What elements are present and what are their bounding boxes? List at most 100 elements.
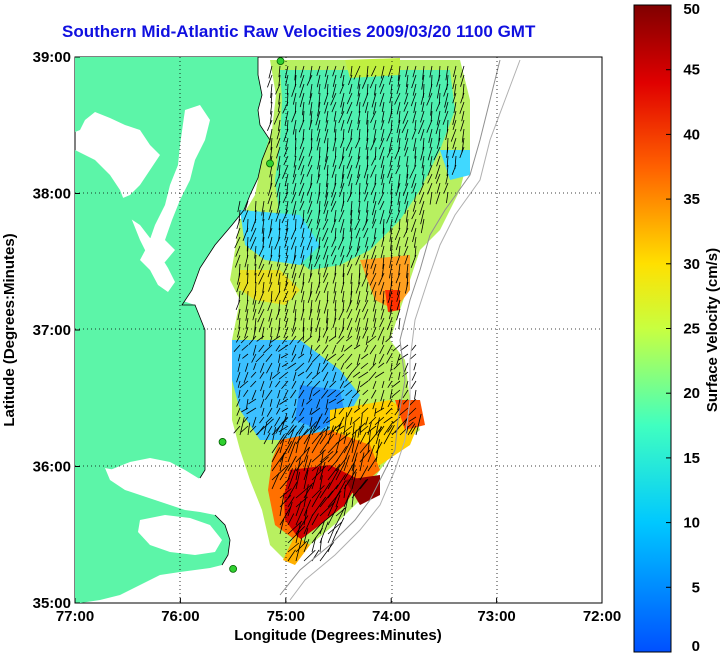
velocity-arrow bbox=[287, 513, 295, 526]
velocity-arrow bbox=[386, 344, 393, 355]
velocity-arrow bbox=[281, 407, 289, 412]
velocity-arrow bbox=[331, 182, 337, 198]
velocity-arrow bbox=[398, 371, 401, 380]
velocity-arrow bbox=[382, 254, 385, 270]
velocity-arrow bbox=[345, 389, 353, 396]
velocity-arrow bbox=[276, 398, 281, 409]
velocity-arrow bbox=[390, 182, 393, 195]
velocity-arrow bbox=[237, 362, 241, 372]
velocity-arrow bbox=[257, 308, 265, 323]
velocity-arrow bbox=[283, 155, 289, 166]
station-marker bbox=[266, 159, 274, 168]
velocity-arrow bbox=[319, 146, 321, 158]
velocity-arrow bbox=[315, 227, 321, 242]
velocity-arrow bbox=[361, 74, 369, 89]
velocity-arrow bbox=[370, 137, 377, 151]
velocity-arrow bbox=[309, 344, 313, 355]
velocity-arrow bbox=[361, 407, 369, 414]
velocity-arrow bbox=[268, 308, 273, 322]
velocity-arrow bbox=[306, 380, 313, 387]
velocity-arrow bbox=[246, 263, 249, 276]
velocity-arrow bbox=[332, 155, 337, 168]
velocity-arrow bbox=[316, 191, 321, 204]
velocity-arrow bbox=[327, 523, 337, 544]
velocity-arrow bbox=[355, 227, 361, 239]
velocity-arrow bbox=[258, 272, 265, 285]
velocity-arrow bbox=[268, 281, 273, 292]
velocity-arrow bbox=[348, 236, 353, 250]
velocity-arrow bbox=[298, 155, 305, 170]
velocity-arrow bbox=[435, 101, 441, 112]
velocity-arrow bbox=[430, 101, 433, 116]
velocity-arrow bbox=[257, 263, 265, 277]
velocity-arrow bbox=[436, 83, 441, 99]
x-tick-label: 74:00 bbox=[372, 608, 410, 625]
velocity-arrow bbox=[347, 308, 353, 319]
velocity-arrow bbox=[278, 74, 281, 87]
velocity-arrow bbox=[429, 137, 433, 149]
velocity-arrow bbox=[291, 407, 297, 418]
velocity-arrow bbox=[355, 299, 361, 311]
velocity-arrow bbox=[278, 65, 281, 78]
velocity-arrow bbox=[364, 191, 369, 202]
velocity-arrow bbox=[292, 92, 297, 105]
velocity-arrow bbox=[300, 191, 305, 203]
velocity-arrow bbox=[418, 119, 425, 135]
velocity-arrow bbox=[248, 398, 257, 405]
velocity-arrow bbox=[406, 164, 409, 179]
velocity-arrow bbox=[334, 308, 337, 322]
velocity-arrow bbox=[285, 245, 289, 257]
velocity-arrow bbox=[387, 398, 393, 408]
y-tick-label: 35:00 bbox=[33, 595, 71, 612]
velocity-arrow bbox=[335, 146, 337, 158]
velocity-arrow bbox=[275, 209, 281, 222]
velocity-arrow bbox=[446, 191, 449, 204]
velocity-arrow bbox=[395, 182, 401, 197]
velocity-arrow bbox=[401, 119, 409, 134]
velocity-arrow bbox=[323, 200, 329, 215]
velocity-arrow bbox=[413, 362, 417, 371]
velocity-arrow bbox=[356, 236, 361, 251]
velocity-arrow bbox=[382, 335, 385, 345]
velocity-arrow bbox=[318, 92, 321, 108]
velocity-arrow bbox=[367, 430, 371, 454]
velocity-arrow bbox=[341, 290, 345, 303]
velocity-arrow bbox=[313, 425, 321, 433]
velocity-arrow bbox=[336, 398, 345, 404]
velocity-arrow bbox=[383, 421, 394, 436]
velocity-arrow bbox=[319, 501, 336, 517]
velocity-arrow bbox=[295, 538, 303, 562]
velocity-arrow bbox=[374, 407, 385, 414]
velocity-arrow bbox=[306, 398, 313, 405]
velocity-arrow bbox=[300, 281, 305, 294]
velocity-arrow bbox=[331, 236, 337, 248]
velocity-arrow bbox=[365, 290, 369, 302]
velocity-arrow bbox=[340, 173, 345, 189]
velocity-arrow bbox=[390, 272, 393, 286]
velocity-arrow bbox=[260, 398, 265, 408]
velocity-arrow bbox=[345, 371, 353, 382]
velocity-arrow bbox=[334, 173, 337, 186]
velocity-arrow bbox=[343, 459, 357, 481]
velocity-arrow bbox=[251, 218, 257, 232]
velocity-arrow bbox=[243, 416, 249, 423]
velocity-arrow bbox=[346, 92, 353, 105]
velocity-arrow bbox=[388, 65, 393, 77]
velocity-arrow bbox=[327, 463, 341, 481]
velocity-arrow bbox=[322, 227, 329, 241]
velocity-arrow bbox=[284, 173, 289, 187]
sound-water-2 bbox=[138, 515, 222, 555]
velocity-arrow bbox=[316, 65, 321, 77]
velocity-arrow bbox=[335, 507, 345, 526]
velocity-arrow bbox=[387, 317, 393, 330]
velocity-arrow bbox=[241, 281, 249, 296]
velocity-arrow bbox=[370, 389, 377, 399]
velocity-arrow bbox=[381, 299, 385, 311]
velocity-arrow bbox=[295, 515, 309, 535]
velocity-arrow bbox=[371, 155, 377, 166]
velocity-arrow bbox=[293, 209, 297, 221]
velocity-arrow bbox=[338, 110, 345, 124]
velocity-arrow bbox=[285, 74, 289, 86]
velocity-arrow bbox=[366, 200, 369, 213]
velocity-arrow bbox=[332, 371, 337, 382]
